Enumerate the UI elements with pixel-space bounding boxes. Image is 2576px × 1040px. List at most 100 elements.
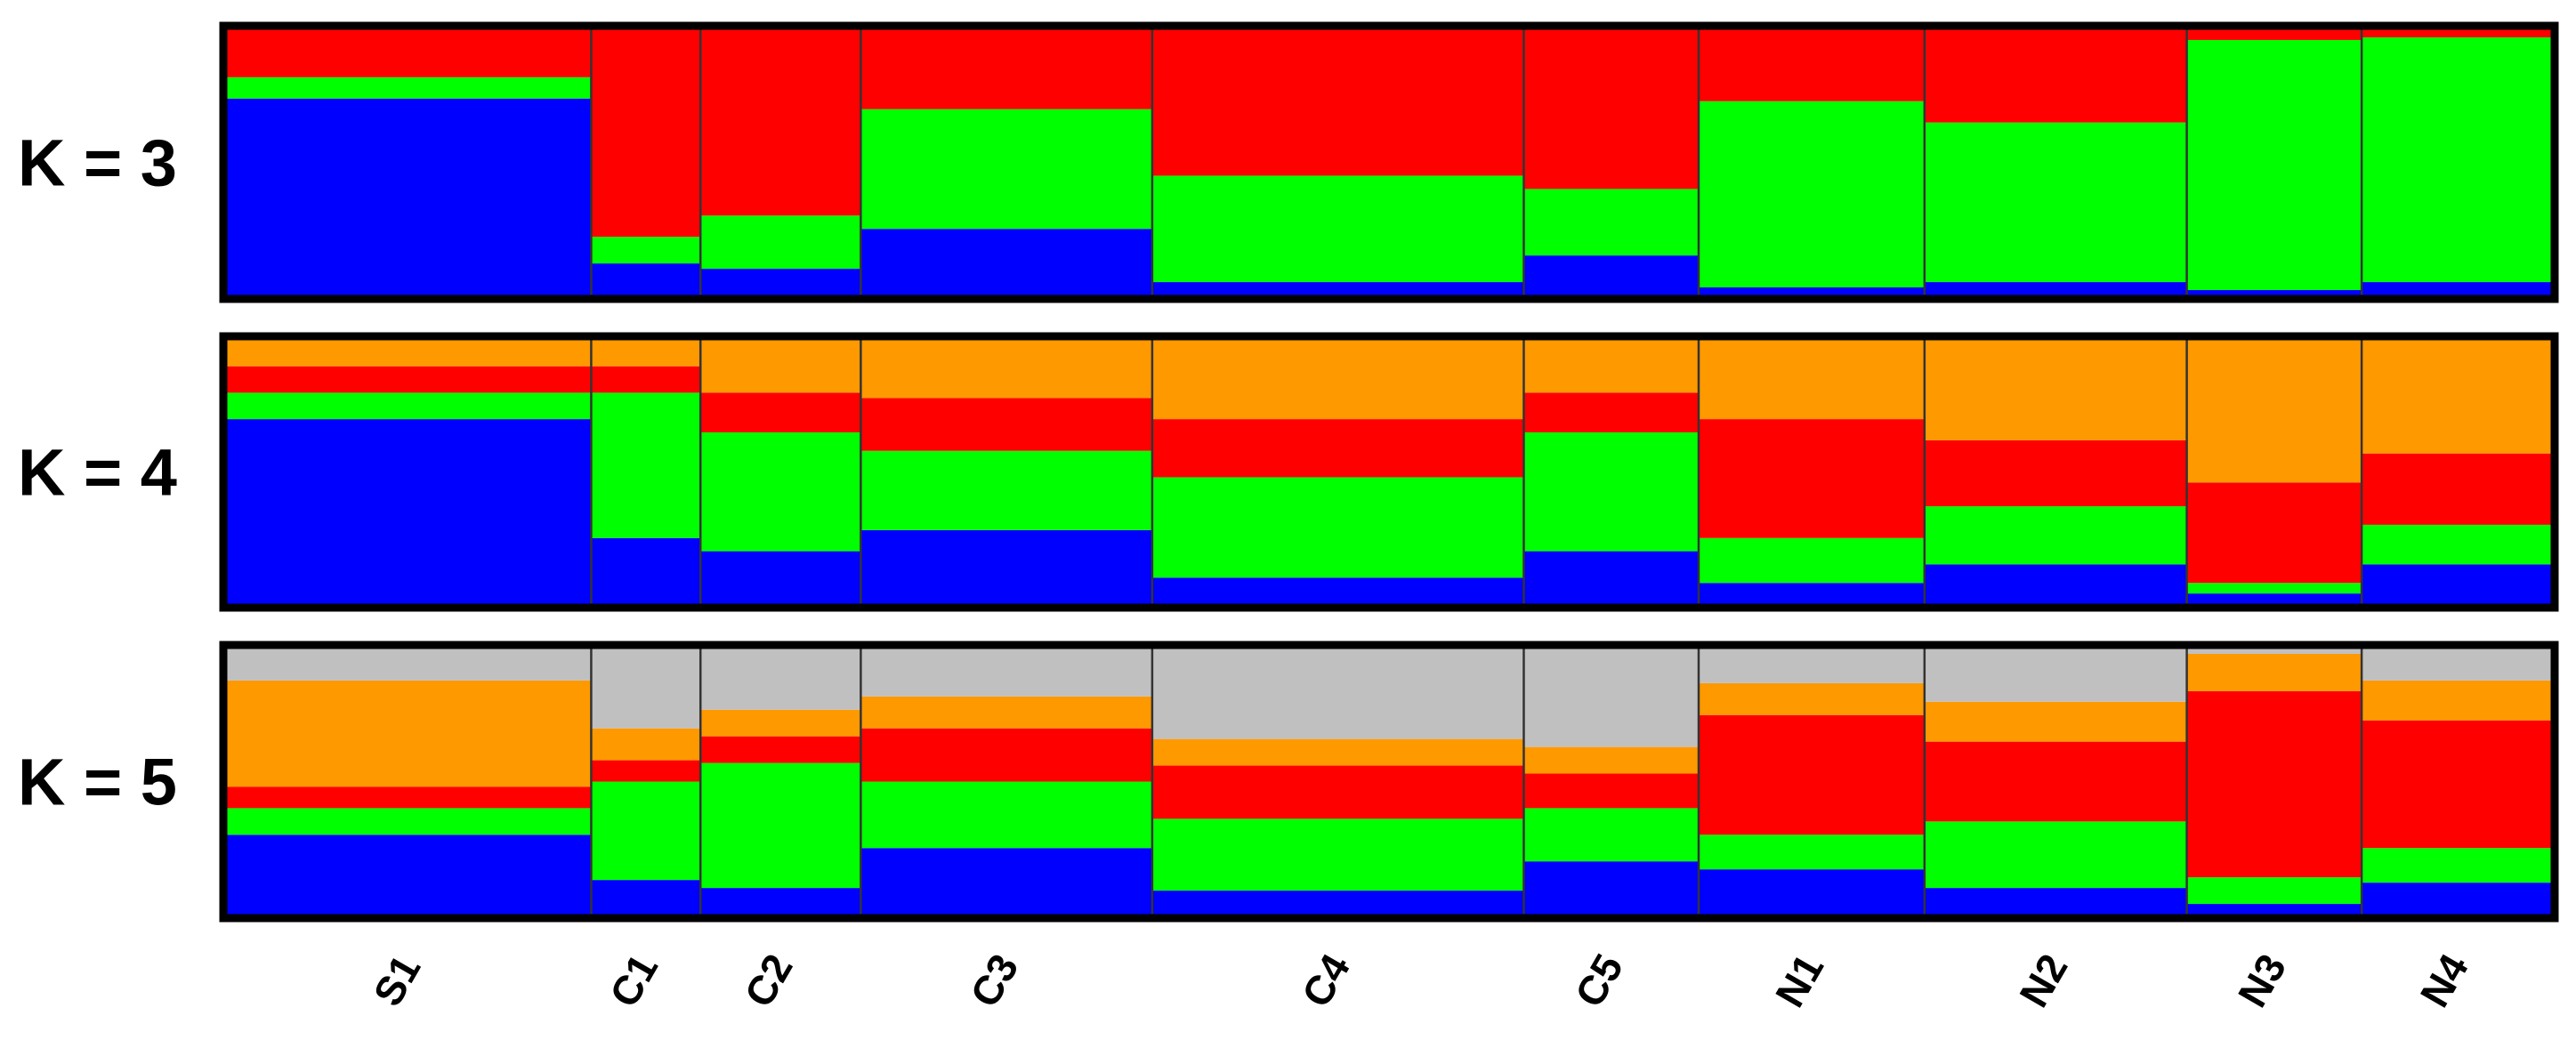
- population-label: S1: [364, 947, 429, 1014]
- membership-segment: [1698, 682, 1926, 715]
- membership-segment: [2362, 524, 2552, 565]
- membership-segment: [591, 781, 701, 881]
- panel-title: K = 5: [18, 746, 177, 819]
- membership-segment: [227, 808, 592, 835]
- membership-segment: [860, 340, 1153, 399]
- membership-segment: [700, 736, 861, 763]
- membership-segment: [1698, 29, 1926, 101]
- membership-segment: [1924, 649, 2188, 702]
- membership-segment: [1523, 392, 1700, 432]
- membership-segment: [2186, 29, 2362, 40]
- membership-segment: [2362, 282, 2552, 295]
- membership-segment: [860, 398, 1153, 451]
- membership-segment: [1698, 649, 1926, 683]
- membership-segment: [1924, 506, 2188, 565]
- membership-segment: [227, 392, 592, 420]
- membership-segment: [227, 680, 592, 787]
- membership-segment: [591, 760, 701, 782]
- membership-segment: [2186, 653, 2362, 691]
- membership-segment: [1523, 189, 1700, 256]
- membership-segment: [591, 537, 701, 604]
- membership-segment: [591, 880, 701, 915]
- membership-segment: [591, 29, 701, 238]
- panel-title: K = 3: [18, 126, 177, 200]
- population-label: C3: [961, 947, 1027, 1015]
- membership-segment: [1924, 564, 2188, 604]
- membership-segment: [591, 649, 701, 729]
- membership-segment: [700, 762, 861, 889]
- membership-segment: [1698, 101, 1926, 288]
- membership-segment: [2186, 290, 2362, 295]
- membership-segment: [227, 649, 592, 681]
- membership-segment: [860, 450, 1153, 530]
- membership-segment: [1151, 340, 1524, 420]
- membership-segment: [2362, 649, 2552, 681]
- membership-segment: [860, 696, 1153, 729]
- membership-segment: [1698, 714, 1926, 835]
- panel-frame: [219, 21, 2559, 303]
- membership-segment: [700, 431, 861, 552]
- membership-segment: [591, 728, 701, 761]
- population-label: N1: [1766, 947, 1832, 1015]
- membership-segment: [1151, 818, 1524, 891]
- membership-segment: [2186, 690, 2362, 878]
- membership-segment: [227, 29, 592, 77]
- membership-segment: [700, 551, 861, 604]
- membership-segment: [860, 728, 1153, 782]
- membership-segment: [227, 340, 592, 367]
- membership-segment: [1151, 649, 1524, 739]
- membership-segment: [2186, 583, 2362, 594]
- membership-segment: [700, 29, 861, 216]
- panel-title: K = 4: [18, 436, 177, 510]
- membership-segment: [1698, 340, 1926, 420]
- population-label: N4: [2410, 946, 2477, 1014]
- membership-segment: [2362, 680, 2552, 721]
- membership-segment: [2362, 848, 2552, 883]
- membership-segment: [860, 109, 1153, 230]
- membership-segment: [1523, 649, 1700, 747]
- membership-segment: [1151, 29, 1524, 176]
- membership-segment: [591, 263, 701, 295]
- membership-segment: [1698, 583, 1926, 604]
- membership-segment: [860, 781, 1153, 849]
- membership-segment: [2186, 593, 2362, 604]
- membership-segment: [2186, 39, 2362, 291]
- membership-segment: [1698, 834, 1926, 870]
- membership-segment: [1523, 861, 1700, 915]
- membership-segment: [1523, 29, 1700, 189]
- population-label: N2: [2010, 947, 2076, 1015]
- membership-segment: [1523, 340, 1700, 393]
- membership-segment: [2362, 29, 2552, 37]
- population-label: N3: [2229, 947, 2295, 1015]
- membership-segment: [700, 888, 861, 915]
- membership-segment: [227, 786, 592, 809]
- membership-segment: [1523, 255, 1700, 295]
- membership-segment: [860, 649, 1153, 697]
- membership-segment: [700, 340, 861, 393]
- membership-segment: [700, 392, 861, 432]
- membership-segment: [1523, 746, 1700, 774]
- panel-frame: [219, 641, 2559, 923]
- membership-segment: [1151, 891, 1524, 915]
- membership-segment: [1924, 340, 2188, 440]
- panel-frame: [219, 332, 2559, 612]
- membership-segment: [1151, 282, 1524, 295]
- membership-segment: [1924, 701, 2188, 742]
- population-label: C2: [735, 947, 801, 1015]
- membership-segment: [1523, 551, 1700, 604]
- membership-segment: [2186, 340, 2362, 483]
- membership-segment: [1924, 439, 2188, 507]
- membership-segment: [860, 29, 1153, 109]
- membership-segment: [1698, 537, 1926, 584]
- membership-segment: [1523, 773, 1700, 809]
- membership-segment: [2362, 720, 2552, 849]
- membership-segment: [1151, 577, 1524, 604]
- membership-segment: [1523, 808, 1700, 862]
- membership-segment: [1151, 175, 1524, 283]
- membership-segment: [591, 237, 701, 264]
- membership-segment: [860, 848, 1153, 915]
- membership-segment: [227, 366, 592, 393]
- membership-segment: [1151, 765, 1524, 819]
- membership-segment: [1924, 29, 2188, 123]
